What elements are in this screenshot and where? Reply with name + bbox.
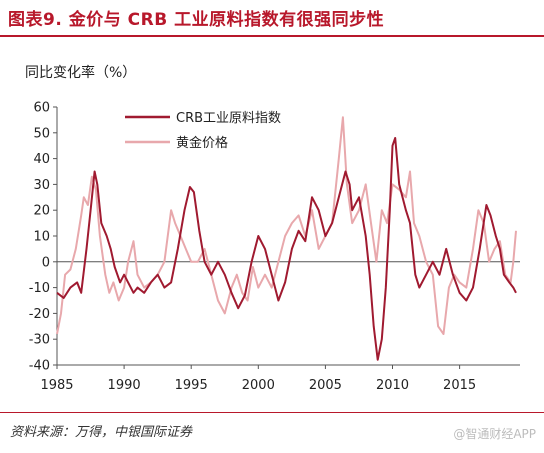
y-tick-label: 40	[33, 152, 50, 167]
y-tick-label: 20	[33, 204, 50, 219]
gold-price-line	[56, 116, 517, 335]
x-tick-label: 2005	[309, 378, 342, 393]
y-tick-label: -20	[29, 307, 50, 322]
chart-axes: -40 -30 -20 -10 0 10 20 30 40 50 60 1985 1990 1995 200…	[29, 101, 520, 393]
y-tick-label: 10	[33, 230, 50, 245]
y-tick-label: -30	[29, 333, 50, 348]
legend-crb-label: CRB工业原料指数	[176, 111, 281, 126]
title-divider	[0, 35, 544, 37]
x-tick-label: 2000	[242, 378, 275, 393]
x-tick-label: 2010	[376, 378, 409, 393]
page-title: 图表9. 金价与 CRB 工业原料指数有很强同步性	[8, 10, 385, 30]
y-tick-label: 50	[33, 126, 50, 141]
y-tick-label: -40	[29, 359, 50, 374]
x-tick-label: 1995	[175, 378, 208, 393]
y-tick-label: 0	[42, 255, 50, 270]
crb-index-line	[56, 137, 517, 361]
line-chart: -40 -30 -20 -10 0 10 20 30 40 50 60 1985 1990 1995 200…	[29, 101, 520, 393]
x-tick-label: 1990	[108, 378, 141, 393]
x-tick-label: 1985	[40, 378, 73, 393]
legend-gold-label: 黄金价格	[176, 135, 228, 151]
chart-series-lines	[56, 116, 517, 361]
x-tick-label: 2015	[443, 378, 476, 393]
y-axis-label: 同比变化率（%）	[25, 65, 137, 81]
y-tick-label: 30	[33, 178, 50, 193]
source-divider	[0, 412, 544, 413]
source-note: 资料来源：万得，中银国际证券	[10, 425, 193, 440]
y-tick-label: 60	[33, 101, 50, 116]
watermark: @智通财经APP	[453, 427, 536, 441]
y-tick-label: -10	[29, 281, 50, 296]
